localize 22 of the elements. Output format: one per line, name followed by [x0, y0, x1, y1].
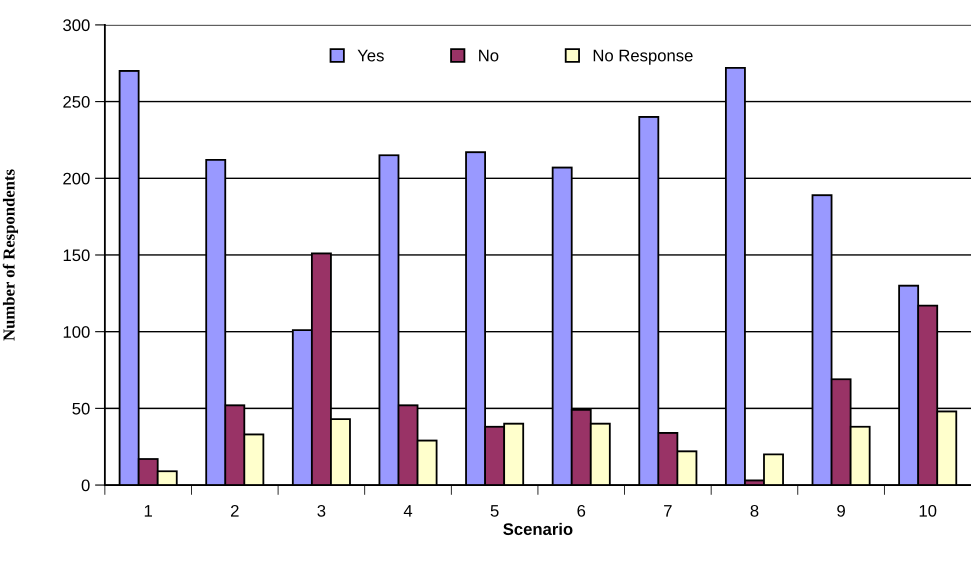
legend-label: No Response: [594, 50, 693, 65]
y-tick-label: 0: [82, 479, 90, 492]
x-axis-title: Scenario: [503, 522, 572, 536]
y-tick-label: 250: [63, 96, 90, 108]
x-tick-label: 4: [404, 505, 412, 517]
x-tick-label: 9: [837, 504, 845, 517]
x-tick-label: 7: [664, 505, 672, 517]
x-tick-label: 3: [317, 504, 326, 517]
x-tick-label: 10: [920, 504, 936, 517]
y-tick-label: 50: [72, 402, 90, 415]
legend-label: Yes: [358, 50, 384, 62]
y-tick-label: 100: [64, 326, 90, 338]
y-tick-label: 150: [64, 249, 90, 262]
x-tick-label: 5: [490, 505, 499, 517]
x-tick-label: 1: [144, 505, 152, 517]
x-tick-label: 8: [750, 504, 758, 517]
y-tick-label: 300: [63, 19, 90, 32]
x-tick-label: 2: [230, 504, 239, 517]
legend-label: No: [479, 50, 498, 62]
y-tick-label: 200: [63, 172, 90, 184]
x-tick-label: 6: [577, 504, 586, 517]
y-axis-title: Number of Respondents: [2, 169, 18, 341]
